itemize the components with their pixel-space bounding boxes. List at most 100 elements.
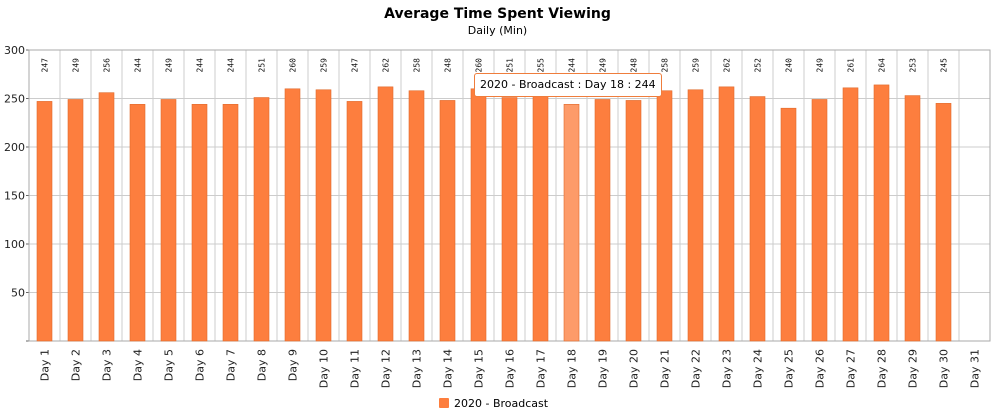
- data-label: 248: [444, 58, 453, 73]
- x-tick-label: Day 27: [845, 349, 858, 388]
- data-label: 240: [785, 58, 794, 73]
- data-label: 258: [661, 58, 670, 73]
- bar-day-3[interactable]: [98, 92, 115, 342]
- bar-day-25[interactable]: [780, 107, 797, 342]
- data-label: 262: [723, 58, 732, 73]
- data-label: 256: [103, 58, 112, 73]
- y-tick-label: 100: [4, 238, 25, 251]
- x-tick-label: Day 7: [225, 349, 238, 381]
- bar-day-23[interactable]: [718, 86, 735, 342]
- chart-title: Average Time Spent Viewing: [384, 6, 611, 22]
- y-tick-label: 50: [11, 287, 25, 300]
- y-tick-label: 300: [4, 44, 25, 57]
- data-label: 244: [134, 58, 143, 73]
- data-label: 247: [351, 58, 360, 73]
- bar-day-18[interactable]: [563, 104, 580, 342]
- data-label: 253: [909, 58, 918, 73]
- data-label: 262: [382, 58, 391, 73]
- bar-day-12[interactable]: [377, 86, 394, 342]
- bar-day-26[interactable]: [811, 99, 828, 342]
- data-labels: 247 249 256 244 249 244 244 251 260 259 247 262 258 2…: [41, 58, 949, 73]
- bar-day-4[interactable]: [129, 104, 146, 342]
- x-tick-label: Day 30: [938, 349, 951, 388]
- x-tick-label: Day 4: [132, 349, 145, 381]
- x-tick-label: Day 9: [287, 349, 300, 381]
- bar-day-15[interactable]: [470, 88, 487, 342]
- x-tick-label: Day 3: [101, 349, 114, 381]
- x-tick-label: Day 24: [752, 349, 765, 388]
- bar-day-19[interactable]: [594, 99, 611, 342]
- x-tick-label: Day 14: [442, 349, 455, 388]
- bar-day-17[interactable]: [532, 93, 549, 342]
- grid-lines: [26, 49, 991, 342]
- x-tick-label: Day 5: [163, 349, 176, 381]
- x-tick-label: Day 13: [411, 349, 424, 388]
- data-label: 249: [72, 58, 81, 73]
- data-label: 261: [847, 58, 856, 73]
- x-tick-label: Day 31: [969, 349, 982, 388]
- bar-day-13[interactable]: [408, 90, 425, 342]
- x-tick-label: Day 11: [349, 349, 362, 388]
- x-tick-label: Day 15: [473, 349, 486, 388]
- x-tick-label: Day 6: [194, 349, 207, 381]
- bar-day-7[interactable]: [222, 104, 239, 342]
- x-tick-label: Day 17: [535, 349, 548, 388]
- data-label: 248: [630, 58, 639, 73]
- data-label: 264: [878, 58, 887, 73]
- x-tick-label: Day 2: [70, 349, 83, 381]
- bar-day-21[interactable]: [656, 90, 673, 342]
- x-tick-label: Day 23: [721, 349, 734, 388]
- bar-day-28[interactable]: [873, 84, 890, 342]
- legend-swatch: [439, 398, 449, 408]
- bar-day-30[interactable]: [935, 103, 952, 342]
- data-label: 259: [320, 58, 329, 73]
- x-tick-label: Day 1: [39, 349, 52, 381]
- x-tick-label: Day 28: [876, 349, 889, 388]
- bar-day-8[interactable]: [253, 97, 270, 342]
- x-tick-label: Day 29: [907, 349, 920, 388]
- data-label: 249: [599, 58, 608, 73]
- bar-day-14[interactable]: [439, 100, 456, 342]
- x-tick-label: Day 8: [256, 349, 269, 381]
- data-label: 247: [41, 58, 50, 73]
- data-label: 259: [692, 58, 701, 73]
- bar-day-1[interactable]: [36, 101, 53, 342]
- bar-day-24[interactable]: [749, 96, 766, 342]
- x-tick-label: Day 16: [504, 349, 517, 388]
- bar-day-27[interactable]: [842, 87, 859, 342]
- x-tick-label: Day 22: [690, 349, 703, 388]
- bar-day-11[interactable]: [346, 101, 363, 342]
- x-tick-label: Day 10: [318, 349, 331, 388]
- bar-day-16[interactable]: [501, 97, 518, 342]
- x-tick-label: Day 26: [814, 349, 827, 388]
- x-tick-label: Day 21: [659, 349, 672, 388]
- x-tick-label: Day 18: [566, 349, 579, 388]
- data-label: 258: [413, 58, 422, 73]
- data-label: 244: [196, 58, 205, 73]
- data-label: 255: [537, 58, 546, 73]
- x-tick-label: Day 25: [783, 349, 796, 388]
- y-tick-label: 150: [4, 190, 25, 203]
- data-label: 249: [165, 58, 174, 73]
- data-label: 260: [289, 58, 298, 73]
- x-tick-label: Day 19: [597, 349, 610, 388]
- x-axis-ticks: Day 1 Day 2 Day 3 Day 4 Day 5 Day 6 Day 7 Day 8…: [39, 349, 982, 388]
- legend-label: 2020 - Broadcast: [454, 396, 549, 410]
- data-label: 245: [940, 58, 949, 73]
- bar-day-22[interactable]: [687, 89, 704, 342]
- bar-day-20[interactable]: [625, 100, 642, 342]
- y-axis-ticks: 50 100 150 200 250 300: [4, 44, 25, 300]
- bar-day-10[interactable]: [315, 89, 332, 342]
- chart-subtitle: Daily (Min): [467, 24, 528, 37]
- bar-day-6[interactable]: [191, 104, 208, 342]
- bar-day-5[interactable]: [160, 99, 177, 342]
- legend[interactable]: 2020 - Broadcast: [439, 396, 548, 410]
- bar-day-29[interactable]: [904, 95, 921, 342]
- data-label: 244: [568, 58, 577, 73]
- y-tick-label: 200: [4, 141, 25, 154]
- tooltip: 2020 - Broadcast : Day 18 : 244: [474, 73, 662, 97]
- data-label: 249: [816, 58, 825, 73]
- bar-day-9[interactable]: [284, 88, 301, 342]
- bar-day-2[interactable]: [67, 99, 84, 342]
